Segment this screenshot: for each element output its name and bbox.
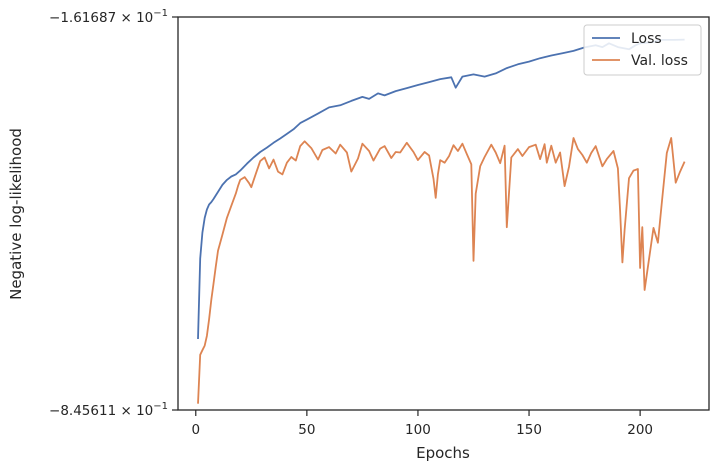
y-tick-label-top: −1.61687 × 10−1 [49, 8, 168, 26]
axes-frame [177, 16, 710, 411]
x-axis-ticks: 0 50 100 150 200 [191, 410, 653, 438]
x-tick-label-200: 200 [627, 422, 653, 438]
x-axis-label: Epochs [416, 444, 470, 462]
legend: Loss Val. loss [583, 24, 702, 76]
series-line-val-loss [197, 137, 686, 404]
x-tick-label-0: 0 [191, 422, 200, 438]
x-tick-label-150: 150 [516, 422, 542, 438]
y-tick-label-bottom: −8.45611 × 10−1 [49, 401, 168, 419]
x-tick-label-100: 100 [405, 422, 431, 438]
x-tick-label-50: 50 [298, 422, 315, 438]
y-axis-label: Negative log-likelihood [7, 128, 25, 300]
legend-label-loss: Loss [631, 31, 662, 47]
y-axis-ticks: −1.61687 × 10−1 −8.45611 × 10−1 [49, 8, 178, 419]
legend-label-val-loss: Val. loss [631, 53, 688, 69]
